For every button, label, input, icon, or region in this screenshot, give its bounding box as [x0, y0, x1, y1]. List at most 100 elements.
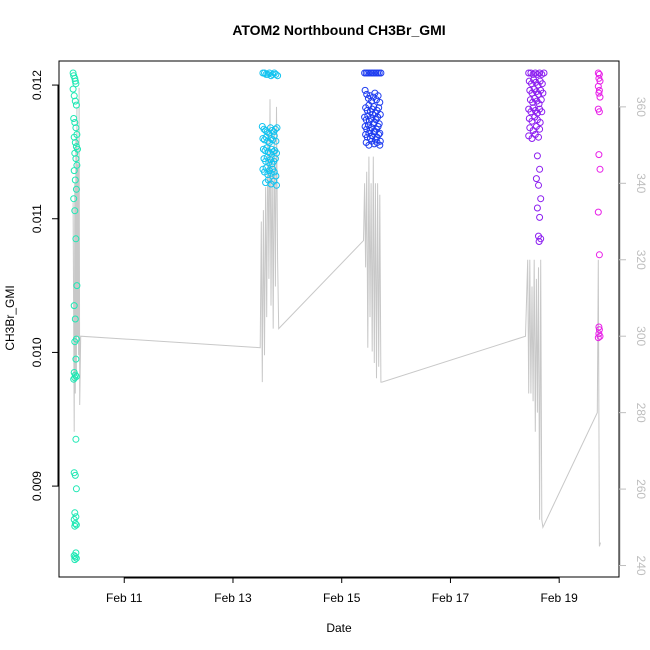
x-tick-label: Feb 19: [541, 591, 579, 605]
data-point: [595, 323, 603, 331]
data-point: [262, 133, 270, 141]
data-point: [264, 70, 272, 78]
data-point: [72, 355, 80, 363]
data-point: [72, 155, 80, 163]
data-point: [272, 137, 280, 145]
data-point: [595, 86, 603, 94]
data-point: [70, 167, 78, 175]
data-point: [538, 80, 546, 88]
data-point: [596, 165, 604, 173]
data-point: [375, 131, 383, 138]
data-point: [595, 326, 603, 334]
data-point: [596, 93, 604, 101]
chart-title: ATOM2 Northbound CH3Br_GMI: [232, 22, 445, 38]
data-point: [73, 282, 81, 290]
data-point: [269, 136, 277, 144]
data-point: [537, 195, 545, 203]
data-point: [529, 98, 537, 106]
data-point: [263, 144, 271, 152]
data-point: [71, 556, 79, 564]
data-point: [528, 80, 535, 88]
x-tick-label: Feb 17: [432, 591, 470, 605]
y-tick-label: 0.010: [30, 337, 44, 367]
data-point: [528, 89, 536, 97]
data-point: [273, 181, 280, 189]
data-point: [267, 156, 274, 164]
y-axis-label: CH3Br_GMI: [3, 285, 17, 350]
data-point: [540, 69, 548, 77]
data-point: [274, 72, 282, 80]
data-point: [71, 77, 79, 85]
data-point: [596, 332, 604, 340]
data-point: [533, 204, 541, 212]
right-y-tick-label: 300: [634, 326, 648, 346]
right-y-tick-label: 260: [634, 479, 648, 499]
plot-frame: [58, 60, 620, 578]
data-point: [595, 251, 603, 259]
data-point: [71, 374, 79, 382]
right-y-tick-label: 280: [634, 403, 648, 423]
points-layer: [69, 69, 604, 564]
data-point: [376, 141, 384, 149]
data-point: [535, 133, 542, 141]
data-point: [375, 104, 383, 112]
data-point: [70, 92, 78, 100]
data-point: [70, 115, 78, 122]
data-point: [594, 334, 602, 342]
data-point: [72, 185, 80, 193]
data-point: [536, 213, 544, 221]
data-point: [595, 151, 603, 159]
y-tick-label: 0.011: [30, 204, 44, 233]
right-y-tick-label: 240: [634, 556, 648, 576]
data-point: [535, 181, 542, 189]
data-point: [376, 137, 384, 145]
data-point: [594, 69, 602, 77]
data-point: [72, 80, 80, 88]
data-point: [71, 74, 79, 82]
data-point: [594, 82, 602, 90]
data-point: [71, 553, 79, 561]
right-y-tick-label: 340: [634, 173, 648, 193]
data-point: [535, 100, 543, 108]
data-point: [535, 238, 543, 245]
x-tick-label: Feb 13: [214, 591, 252, 605]
data-point: [71, 471, 79, 479]
y-tick-label: 0.012: [30, 70, 44, 100]
data-point: [70, 133, 78, 141]
data-point: [70, 195, 78, 203]
x-axis-label: Date: [326, 621, 352, 635]
data-point: [261, 69, 268, 77]
data-point: [272, 70, 280, 78]
data-point: [71, 119, 79, 126]
x-tick-label: Feb 15: [323, 591, 361, 605]
data-point: [70, 375, 78, 383]
data-point: [71, 176, 79, 184]
data-point: [269, 148, 277, 156]
data-point: [71, 371, 79, 379]
data-point: [71, 207, 79, 215]
data-point: [595, 89, 603, 97]
data-point: [270, 168, 278, 176]
data-point: [71, 522, 79, 530]
right-y-tick-label: 320: [634, 250, 648, 270]
data-point: [595, 108, 603, 116]
data-point: [71, 315, 79, 323]
data-point: [264, 171, 272, 179]
data-point: [527, 108, 535, 116]
data-point: [71, 520, 79, 527]
data-point: [73, 161, 81, 169]
data-point: [595, 70, 603, 78]
data-point: [262, 157, 270, 165]
series-line: [72, 87, 601, 547]
data-point: [271, 155, 279, 163]
data-point: [72, 235, 80, 243]
data-point: [534, 81, 542, 89]
data-point: [536, 165, 544, 173]
data-point: [525, 69, 533, 77]
line-layer: [72, 87, 601, 547]
data-point: [71, 139, 79, 146]
x-tick-label: Feb 11: [106, 591, 143, 605]
data-point: [538, 108, 546, 116]
data-point: [70, 302, 78, 310]
